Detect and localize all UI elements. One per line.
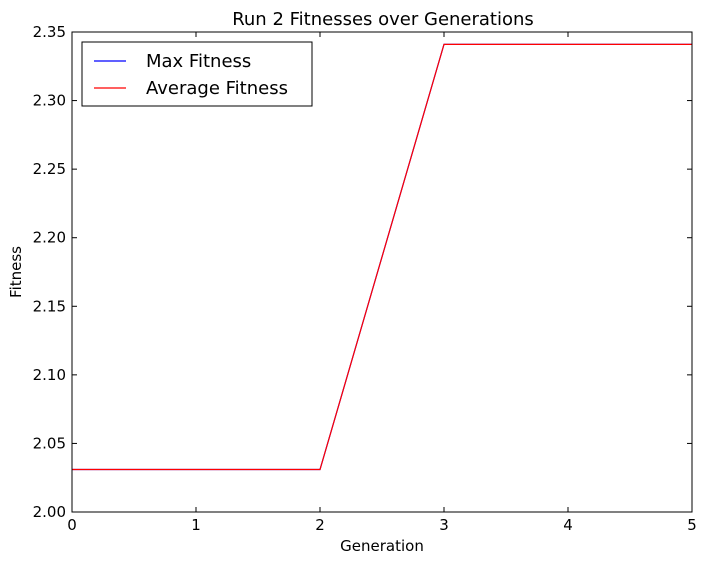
- series-line-1: [72, 43, 692, 471]
- legend: Max Fitness Average Fitness: [81, 41, 313, 107]
- y-tick-label: 2.00: [33, 503, 66, 521]
- x-tick-label: 1: [191, 516, 201, 534]
- y-tick-label: 2.10: [33, 366, 66, 384]
- x-tick-label: 0: [67, 516, 77, 534]
- y-tick-label: 2.35: [33, 23, 66, 41]
- chart-title: Run 2 Fitnesses over Generations: [232, 9, 534, 30]
- plot-frame: [71, 31, 693, 513]
- y-axis-label: Fitness: [7, 246, 25, 298]
- legend-label-1: Average Fitness: [146, 78, 288, 99]
- y-tick-label: 2.05: [33, 434, 66, 452]
- y-tick-label: 2.30: [33, 92, 66, 110]
- x-tick-label: 2: [315, 516, 325, 534]
- x-tick-label: 5: [687, 516, 697, 534]
- y-tick-label: 2.20: [33, 229, 66, 247]
- x-tick-label: 3: [439, 516, 449, 534]
- y-tick-label: 2.25: [33, 160, 66, 178]
- legend-frame: [81, 41, 313, 107]
- legend-label-0: Max Fitness: [146, 51, 251, 72]
- series-layer: [72, 43, 692, 471]
- x-tick-label: 4: [563, 516, 573, 534]
- x-axis-label: Generation: [340, 537, 424, 555]
- ticks-layer: 0 1 2 3 4 5 2.00 2.05 2.10 2.15 2.20 2.25 2.30 2.35: [33, 23, 697, 534]
- y-tick-label: 2.15: [33, 297, 66, 315]
